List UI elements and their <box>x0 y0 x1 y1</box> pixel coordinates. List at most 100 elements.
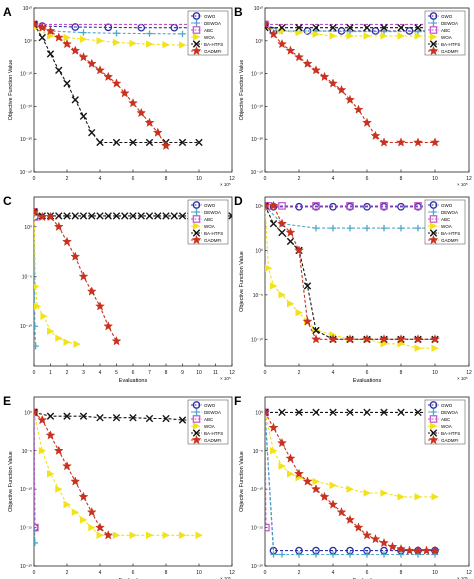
series-line-gadmfi <box>34 411 109 536</box>
data-point-woa <box>96 531 104 539</box>
data-point-woa <box>96 37 104 45</box>
data-point-gadmfi <box>285 453 296 463</box>
data-point-gadmfi <box>265 407 270 417</box>
data-point-gadmfi <box>285 227 296 237</box>
legend-marker-woa <box>430 422 438 430</box>
data-point-ba-htfs <box>79 412 88 420</box>
data-point-ba-htfs <box>295 408 303 417</box>
data-point-ba-htfs <box>363 408 371 417</box>
data-point-ba-htfs <box>286 237 295 246</box>
data-point-ba-htfs <box>88 212 96 220</box>
y-tick-label: 10⁻¹⁰ <box>251 72 263 78</box>
x-tick-label: 8 <box>400 370 403 376</box>
data-point-woa <box>363 489 371 497</box>
x-axis-label: Evaluations <box>119 378 148 384</box>
legend-marker-gadmfi <box>428 45 439 56</box>
data-point-dewoa <box>146 30 153 37</box>
legend-marker-woa <box>430 33 438 41</box>
data-point-gwo <box>104 23 113 32</box>
legend-label-ba-htfs: BA-HTFS <box>204 431 223 436</box>
data-point-gadmfi <box>294 468 304 478</box>
data-point-ba-htfs <box>154 212 162 220</box>
legend-label-ba-htfs: BA-HTFS <box>441 42 460 47</box>
data-point-woa <box>146 531 154 539</box>
data-point-gadmfi <box>311 334 321 344</box>
data-point-ba-htfs <box>79 112 88 120</box>
x-tick-label: 12 <box>229 570 235 576</box>
data-point-ba-htfs <box>346 408 354 417</box>
legend-marker-dewoa <box>193 208 200 216</box>
data-point-abc <box>34 523 39 532</box>
y-tick-label: 10⁻²⁰ <box>20 104 32 110</box>
data-point-woa <box>55 485 63 493</box>
data-point-gadmfi <box>45 430 56 440</box>
data-point-gadmfi <box>336 506 347 517</box>
data-point-gwo <box>295 202 303 211</box>
data-point-dewoa <box>312 224 320 232</box>
legend-marker-dewoa <box>430 19 437 27</box>
legend-label-dewoa: DEWOA <box>441 410 458 415</box>
data-point-gwo <box>397 202 405 211</box>
legend-marker-abc <box>192 26 201 34</box>
y-tick-label: 10⁻²⁰ <box>20 564 32 570</box>
legend-marker-ba-htfs <box>192 40 201 48</box>
data-point-ba-htfs <box>414 408 422 417</box>
x-tick-label: 6 <box>366 570 369 576</box>
panel-label: B <box>234 5 243 19</box>
x-exponent-label: × 10⁵ <box>457 182 468 187</box>
data-point-gadmfi <box>345 334 355 344</box>
panel-label: C <box>3 194 12 208</box>
data-point-woa <box>397 32 405 40</box>
data-point-gadmfi <box>86 58 97 68</box>
data-point-ba-htfs <box>380 23 388 32</box>
data-point-ba-htfs <box>178 416 187 424</box>
data-point-gadmfi <box>45 211 56 222</box>
data-point-gadmfi <box>95 65 105 75</box>
data-point-gadmfi <box>328 334 338 344</box>
legend-label-ba-htfs: BA-HTFS <box>441 231 460 236</box>
data-point-ba-htfs <box>329 408 337 417</box>
legend-label-ba-htfs: BA-HTFS <box>204 42 223 47</box>
legend-marker-dewoa <box>430 208 437 216</box>
data-point-ba-htfs <box>380 408 388 417</box>
legend-marker-gwo <box>429 12 438 20</box>
data-point-ba-htfs <box>129 414 137 422</box>
y-tick-label: 10⁻¹⁰ <box>20 487 32 493</box>
x-tick-label: 6 <box>132 176 135 182</box>
y-axis-label: Objective Function Value <box>239 251 245 312</box>
y-tick-label: 10¹⁰ <box>23 6 32 12</box>
series-line-abc <box>34 412 36 528</box>
y-tick-label: 10⁰ <box>255 410 263 416</box>
x-exponent-label: × 10⁵ <box>220 182 231 187</box>
data-point-ba-htfs <box>397 23 405 32</box>
x-tick-label: 8 <box>165 570 168 576</box>
legend: GWO DEWOA ABC WOA BA-HTFS GADMFI <box>424 10 466 56</box>
data-point-gadmfi <box>103 321 114 331</box>
data-point-ba-htfs <box>129 138 137 147</box>
data-point-dewoa <box>34 342 39 350</box>
legend-label-woa: WOA <box>204 35 215 40</box>
data-point-ba-htfs <box>295 23 303 32</box>
data-point-ba-htfs <box>71 96 79 104</box>
y-axis-label: Objective Function Value <box>239 451 245 512</box>
data-point-dewoa <box>346 551 354 558</box>
data-point-ba-htfs <box>312 23 320 32</box>
data-point-gadmfi <box>430 334 440 344</box>
data-point-abc <box>278 202 286 210</box>
chart-panel-d: D 0 2 4 6 8 10 12× 10⁵ 10⁵ 10⁰ 10⁻⁵ 10⁻¹⁰ Evaluation… <box>234 194 472 384</box>
x-tick-label: 8 <box>400 176 403 182</box>
data-point-gadmfi <box>136 107 147 118</box>
data-point-ba-htfs <box>278 408 286 417</box>
data-point-gwo <box>329 202 337 211</box>
legend-marker-gadmfi <box>428 234 439 245</box>
legend-marker-woa <box>430 222 438 230</box>
legend: GWO DEWOA ABC WOA BA-HTFS GADMFI <box>187 399 229 445</box>
y-tick-label: 10⁻⁵ <box>22 275 32 281</box>
data-point-ba-htfs <box>162 414 170 423</box>
x-tick-label: 4 <box>332 370 335 376</box>
panel-label: D <box>234 194 243 208</box>
data-point-woa <box>38 447 47 455</box>
series-line-dewoa <box>34 211 37 347</box>
legend-marker-gadmfi <box>191 434 202 445</box>
